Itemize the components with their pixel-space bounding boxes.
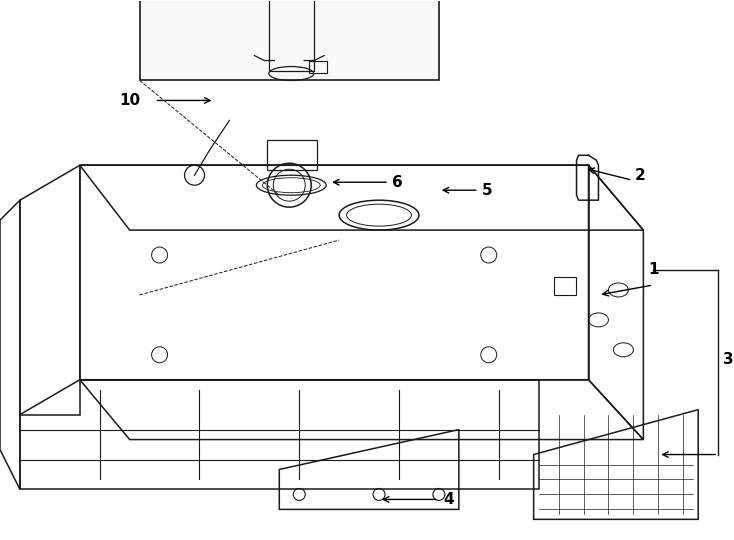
Text: 8: 8 bbox=[172, 58, 182, 73]
Bar bbox=[309, 60, 327, 72]
Text: 9: 9 bbox=[372, 53, 382, 68]
Text: 2: 2 bbox=[634, 168, 645, 183]
Bar bbox=[553, 277, 575, 295]
Text: 10: 10 bbox=[120, 93, 141, 108]
Text: 7: 7 bbox=[382, 15, 393, 30]
Text: 3: 3 bbox=[723, 352, 734, 367]
Bar bbox=[269, 0, 314, 71]
Text: 4: 4 bbox=[443, 492, 454, 507]
Bar bbox=[139, 0, 439, 80]
Bar bbox=[267, 140, 317, 170]
Text: 6: 6 bbox=[392, 175, 403, 190]
Text: 1: 1 bbox=[648, 262, 658, 278]
Text: 5: 5 bbox=[482, 183, 493, 198]
